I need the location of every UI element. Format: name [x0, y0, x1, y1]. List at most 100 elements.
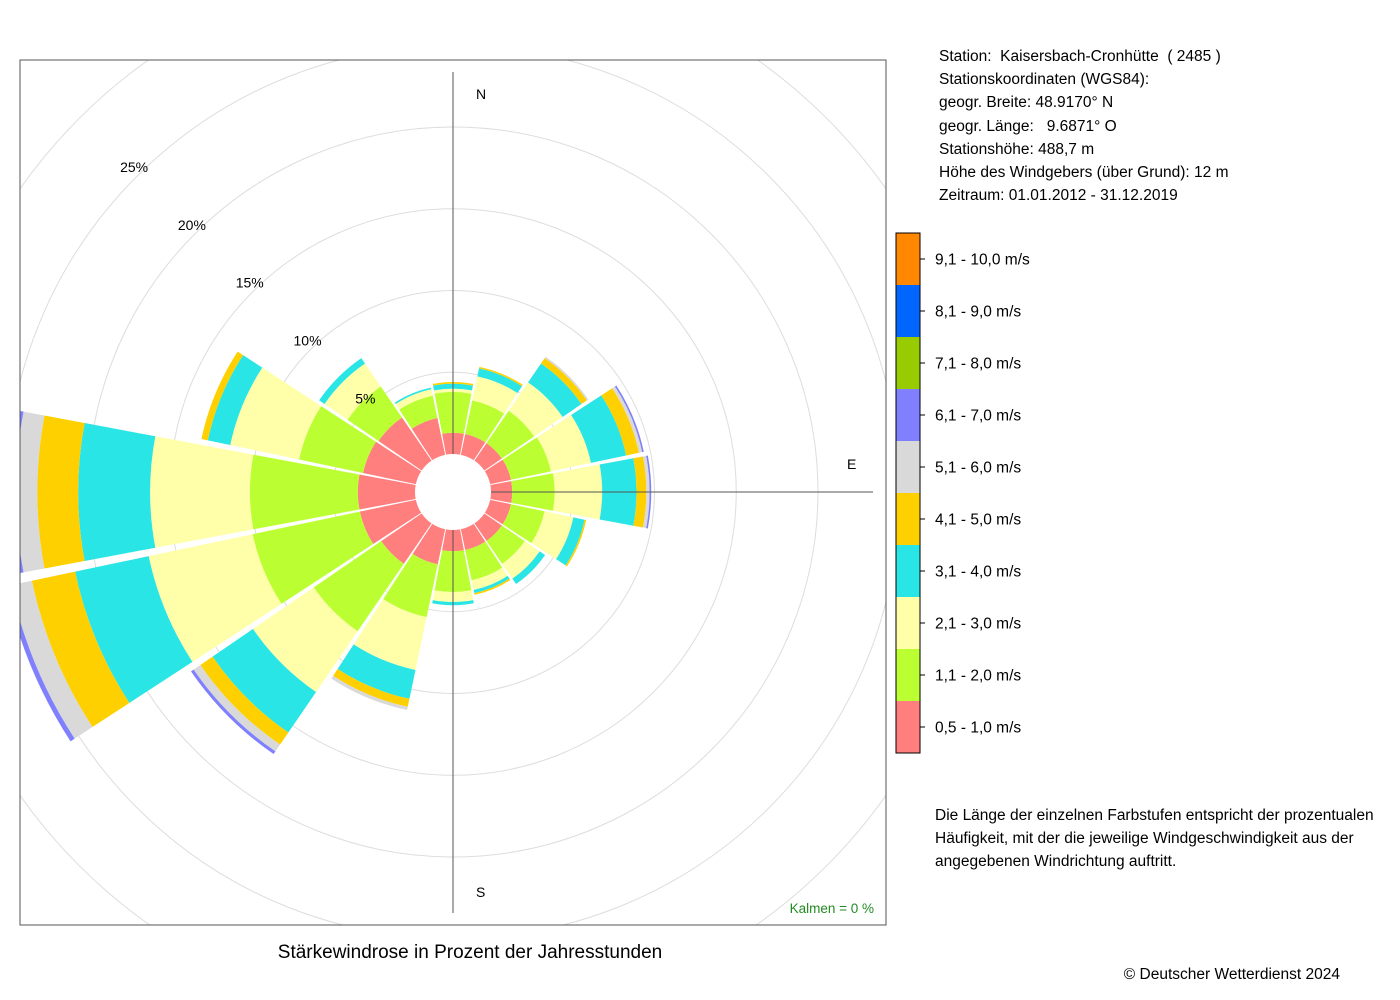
- compass-label-north: N: [476, 86, 486, 102]
- petal-segment-WSW-bin-4: [75, 556, 193, 703]
- petal-segment-NW-bin-3: [324, 363, 381, 420]
- plot-frame: [19, 59, 887, 926]
- petal-segment-WSW-bin-2: [252, 511, 374, 604]
- petal-segment-NNE-bin-5: [479, 366, 523, 387]
- legend-label: 7,1 - 8,0 m/s: [935, 356, 1021, 373]
- speed-legend: 9,1 - 10,0 m/s 8,1 - 9,0 m/s 7,1 - 8,0 m/s…: [895, 232, 1030, 754]
- petal-segment-SE-bin-4: [512, 551, 546, 585]
- petal-segment-NNW-bin-4: [394, 387, 432, 405]
- radial-tick-label: 10%: [294, 333, 322, 349]
- legend-swatch: [896, 233, 920, 285]
- legend-swatch: [896, 441, 920, 493]
- legend-swatch: [896, 493, 920, 545]
- petal-segment-SW-bin-7: [190, 669, 276, 755]
- chart-title: Stärkewindrose in Prozent der Jahresstun…: [277, 942, 663, 963]
- petal-segment-SSW-bin-6: [331, 675, 408, 710]
- petal-segment-NW-bin-2: [347, 386, 402, 441]
- petal-segment-SSW-bin-1: [412, 523, 446, 565]
- radial-tick-label: 5%: [355, 390, 375, 406]
- petal-segment-WNW-bin-3: [230, 367, 322, 460]
- petal-segment-NE-bin-6: [544, 356, 589, 401]
- legend-swatch: [896, 545, 920, 597]
- sensor-height: Höhe des Windgebers (über Grund): 12 m: [939, 164, 1229, 182]
- legend-label: 2,1 - 3,0 m/s: [935, 616, 1021, 633]
- petal-segment-SSW-bin-4: [337, 644, 416, 699]
- petal-segment-WSW-bin-5: [31, 571, 130, 728]
- legend-label: 9,1 - 10,0 m/s: [935, 252, 1030, 269]
- petal-segment-W-bin-3: [150, 436, 254, 548]
- petal-segment-NW-bin-4: [319, 358, 366, 405]
- compass-label-south: S: [476, 884, 485, 900]
- petal-segment-NNE-bin-2: [465, 400, 505, 443]
- radial-tick-label: 15%: [236, 275, 264, 291]
- petal-segment-W-bin-5: [37, 415, 85, 569]
- legend-swatch: [896, 285, 920, 337]
- petal-segment-NE-bin-2: [486, 410, 535, 459]
- petal-segment-SSE-bin-2: [465, 541, 503, 581]
- petal-segment-WNW-bin-5: [201, 351, 244, 441]
- petal-segment-W-bin-1: [357, 474, 416, 510]
- petal-segment-NE-bin-1: [474, 443, 502, 471]
- petal-segment-WNW-bin-2: [299, 406, 376, 474]
- legend-swatch: [896, 597, 920, 649]
- petal-segment-SW-bin-1: [381, 513, 432, 564]
- legend-swatch: [896, 649, 920, 701]
- petal-segment-SSW-bin-3: [353, 599, 427, 670]
- radial-tick-label: 20%: [178, 217, 206, 233]
- time-period: Zeitraum: 01.01.2012 - 31.12.2019: [939, 187, 1178, 205]
- petal-segment-NNE-bin-3: [472, 376, 518, 414]
- petal-segment-W-bin-4: [78, 423, 156, 561]
- petal-segment-ENE-bin-4: [571, 395, 627, 463]
- wind-rose-chart: 5% 10% 15% 20% 25% N E S Kalmen = 0 %: [19, 59, 887, 926]
- legend-label: 4,1 - 5,0 m/s: [935, 512, 1021, 529]
- petal-segment-WSW-bin-3: [148, 534, 282, 662]
- petal-segment-SW-bin-6: [193, 664, 281, 752]
- petal-segment-NE-bin-5: [540, 358, 587, 405]
- petal-segment-NNW-bin-1: [411, 418, 446, 461]
- petal-segment-ESE-bin-3: [531, 511, 574, 560]
- petal-segment-SSE-bin-3: [471, 567, 508, 590]
- petal-segment-E-bin-6: [643, 455, 650, 529]
- petal-segment-SW-bin-3: [253, 587, 358, 692]
- legend-label: 1,1 - 2,0 m/s: [935, 668, 1021, 685]
- compass-label-east: E: [847, 456, 856, 472]
- station-name: Station: Kaisersbach-Cronhütte ( 2485 ): [939, 48, 1221, 65]
- station-latitude: geogr. Breite: 48.9170° N: [939, 94, 1114, 112]
- petal-segment-SE-bin-1: [474, 513, 502, 541]
- petal-segment-NE-bin-3: [508, 382, 563, 437]
- petal-segment-WNW-bin-4: [207, 355, 263, 446]
- legend-label: 3,1 - 4,0 m/s: [935, 564, 1021, 581]
- legend-frame: [895, 232, 921, 754]
- legend-label: 5,1 - 6,0 m/s: [935, 460, 1021, 477]
- petal-segment-SSW-bin-2: [383, 553, 438, 618]
- petal-segment-ESE-bin-5: [565, 519, 587, 567]
- petal-segment-ENE-bin-2: [502, 437, 551, 480]
- petal-segment-SW-bin-2: [313, 541, 404, 632]
- petal-segment-SSE-bin-5: [474, 578, 511, 595]
- petal-segment-ENE-bin-1: [484, 459, 511, 485]
- petal-segment-WSW-bin-1: [359, 499, 422, 545]
- legend-label: 8,1 - 9,0 m/s: [935, 304, 1021, 321]
- petal-segment-ENE-bin-5: [601, 388, 639, 456]
- petal-segment-ESE-bin-1: [484, 499, 511, 525]
- petal-segment-SSE-bin-1: [460, 523, 486, 550]
- station-coords-heading: Stationskoordinaten (WGS84):: [939, 71, 1150, 89]
- petal-segment-SSE-bin-4: [473, 575, 510, 594]
- station-longitude: geogr. Länge: 9.6871° O: [939, 117, 1117, 135]
- petal-segment-SE-bin-3: [502, 541, 540, 579]
- petal-segment-NNE-bin-1: [460, 434, 486, 461]
- petal-segment-W-bin-2: [249, 454, 360, 530]
- petal-segment-ESE-bin-2: [502, 504, 545, 544]
- calm-label: Kalmen = 0 %: [790, 901, 874, 916]
- legend-swatch: [896, 389, 920, 441]
- legend-label: 0,5 - 1,0 m/s: [935, 720, 1021, 737]
- petal-segment-NNW-bin-2: [399, 395, 438, 429]
- radial-tick-label: 25%: [120, 159, 148, 175]
- petal-segment-E-bin-7: [646, 455, 652, 529]
- petal-segment-NW-bin-1: [378, 417, 432, 471]
- petal-segment-WSW-bin-6: [20, 580, 93, 739]
- explanation-note: Die Länge der einzelnen Farbstufen entsp…: [935, 807, 1374, 871]
- legend-swatch: [896, 701, 920, 753]
- petal-segment-ESE-bin-4: [556, 517, 585, 566]
- petal-segment-SW-bin-5: [200, 656, 289, 745]
